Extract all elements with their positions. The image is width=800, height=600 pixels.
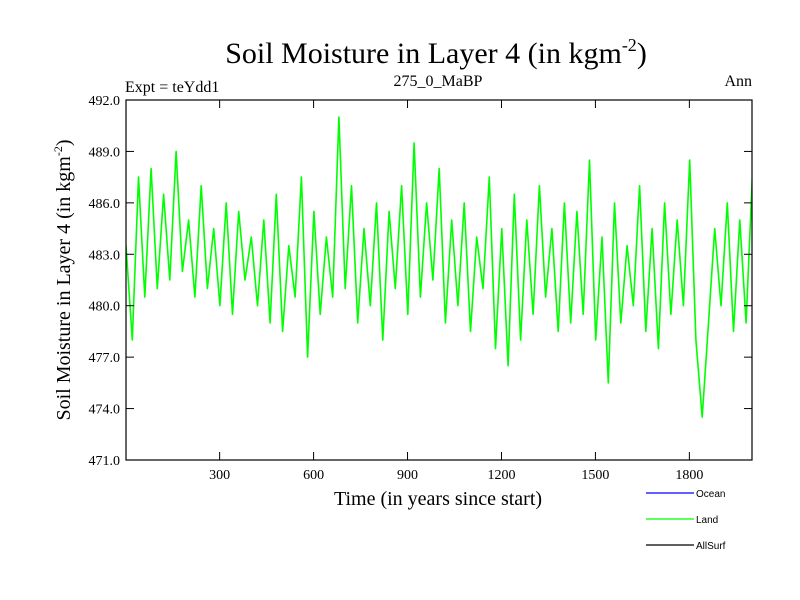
chart-title: Soil Moisture in Layer 4 (in kgm-2) xyxy=(225,35,647,70)
y-tick-label: 477.0 xyxy=(89,351,121,366)
subtitle-right: Ann xyxy=(724,73,752,90)
y-axis-label-end: ) xyxy=(53,139,75,146)
y-axis-label: Soil Moisture in Layer 4 (in kgm-2) xyxy=(51,139,75,420)
legend-allsurf-label: AllSurf xyxy=(696,541,726,552)
x-axis-label: Time (in years since start) xyxy=(334,488,542,510)
x-axis-ticks: 300 600 900 1200 1500 1800 xyxy=(209,100,703,483)
chart-title-text: Soil Moisture in Layer 4 (in kgm xyxy=(225,37,622,70)
legend: Ocean Land AllSurf xyxy=(646,489,726,552)
plot-frame xyxy=(125,99,753,461)
y-tick-label: 486.0 xyxy=(89,197,121,212)
legend-land-label: Land xyxy=(696,515,718,526)
x-tick-label: 1500 xyxy=(581,468,609,483)
subtitle-center: 275_0_MaBP xyxy=(394,73,483,90)
x-tick-label: 300 xyxy=(209,468,230,483)
y-tick-label: 474.0 xyxy=(89,403,121,418)
x-tick-label: 1800 xyxy=(675,468,703,483)
y-tick-label: 492.0 xyxy=(89,94,121,109)
x-tick-label: 600 xyxy=(303,468,324,483)
y-axis-ticks: 471.0 474.0 477.0 480.0 483.0 486.0 489.0 492.0 xyxy=(89,94,752,469)
x-tick-label: 1200 xyxy=(487,468,515,483)
y-tick-label: 480.0 xyxy=(89,300,121,315)
chart-title-superscript: -2 xyxy=(622,35,637,55)
y-tick-label: 471.0 xyxy=(89,454,121,469)
chart-title-end: ) xyxy=(637,37,647,70)
y-tick-label: 489.0 xyxy=(89,145,121,160)
series-land-line xyxy=(126,116,752,418)
y-axis-label-superscript: -2 xyxy=(51,146,65,156)
subtitle-left: Expt = teYdd1 xyxy=(125,79,219,96)
legend-ocean-label: Ocean xyxy=(696,489,725,500)
y-axis-label-text: Soil Moisture in Layer 4 (in kgm xyxy=(53,156,75,421)
x-tick-label: 900 xyxy=(397,468,418,483)
y-tick-label: 483.0 xyxy=(89,248,121,263)
